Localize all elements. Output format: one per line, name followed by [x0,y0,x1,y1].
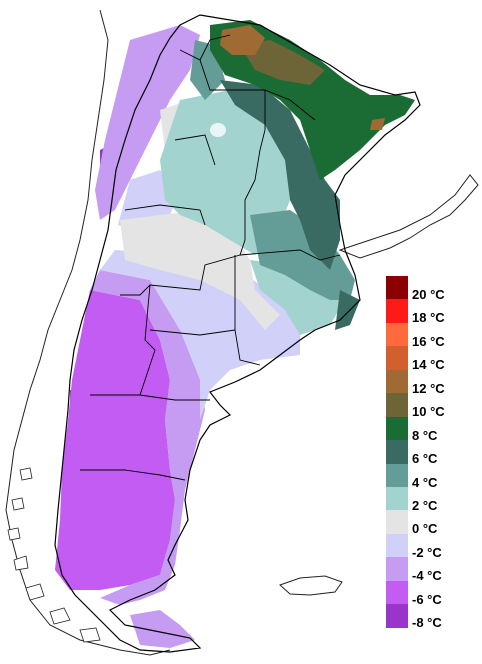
legend-label: -4 °C [412,568,442,584]
zone-6-b [335,290,360,330]
temperature-legend: 20 °C 18 °C 16 °C 14 °C 12 °C 10 °C 8 °C 6 °C 4 … [386,276,472,631]
zone-10 [240,40,325,85]
legend-row: 4 °C [386,463,472,490]
legend-row: 8 °C [386,416,472,443]
legend-row: 0 °C [386,510,472,537]
province-borders [80,34,341,481]
legend-swatch [386,463,408,487]
argentina-outline [54,14,421,653]
legend-swatch [386,276,408,300]
temperature-zones [55,20,415,648]
legend-swatch [386,416,408,441]
legend-swatch [386,510,408,534]
zone-white-pocket [210,123,226,137]
zone-6 [220,80,340,270]
zone-4 [250,210,355,300]
legend-label: 6 °C [412,451,438,467]
legend-swatch [386,580,408,605]
legend-row: -4 °C [386,557,472,584]
legend-label: -2 °C [412,544,442,560]
legend-swatch [386,486,408,511]
legend-label: 16 °C [412,333,445,349]
legend-swatch [386,322,408,347]
legend-label: 2 °C [412,497,438,513]
legend-row: 16 °C [386,322,472,349]
southern-islands [7,467,101,643]
legend-label: 12 °C [412,380,445,396]
legend-label: 14 °C [412,357,445,373]
legend-row: 10 °C [386,393,472,420]
legend-row: -8 °C [386,604,472,631]
zone-minus4 [90,270,205,605]
zone-minus4-north [95,25,200,220]
zone-0 [120,210,280,330]
legend-label: 4 °C [412,474,438,490]
uruguay-outline [338,174,479,259]
legend-row: 14 °C [386,346,472,373]
legend-swatch [386,369,408,394]
zone-12-b [370,118,385,130]
legend-row: -2 °C [386,533,472,560]
legend-label: -8 °C [412,615,442,631]
zone-minus6 [55,290,175,590]
legend-label: 20 °C [412,287,445,302]
legend-swatch [386,440,408,464]
legend-swatch [386,299,408,323]
legend-label: -6 °C [412,591,442,607]
zone-2-b [250,260,345,335]
legend-row: 12 °C [386,369,472,396]
legend-row: 2 °C [386,486,472,513]
zone-12 [220,25,265,55]
legend-swatch [386,557,408,581]
legend-row: 18 °C [386,299,472,326]
legend-label: 10 °C [412,404,445,420]
falklands-outline [279,575,343,596]
legend-label: 8 °C [412,427,438,443]
legend-swatch [386,346,408,370]
legend-label: 18 °C [412,310,445,326]
legend-row: -6 °C [386,580,472,607]
legend-row: 20 °C [386,276,472,302]
legend-swatch [386,533,408,558]
legend-label: 0 °C [412,521,438,537]
legend-swatch [386,393,408,417]
legend-row: 6 °C [386,440,472,467]
zone-2 [160,90,290,255]
chile-outline [5,9,171,656]
zone-minus4-tdf [130,610,195,648]
legend-swatch [386,604,408,628]
